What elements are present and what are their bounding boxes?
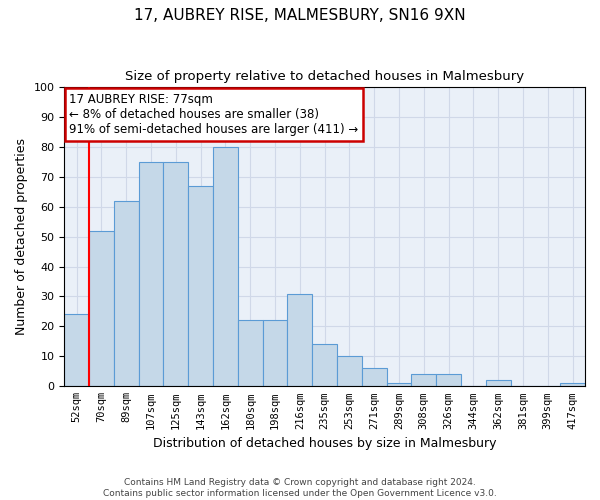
Bar: [163, 162, 188, 386]
Bar: [188, 186, 213, 386]
Bar: [89, 230, 114, 386]
Bar: [114, 200, 139, 386]
Bar: [560, 384, 585, 386]
Text: 17, AUBREY RISE, MALMESBURY, SN16 9XN: 17, AUBREY RISE, MALMESBURY, SN16 9XN: [134, 8, 466, 22]
Y-axis label: Number of detached properties: Number of detached properties: [15, 138, 28, 335]
Bar: [213, 147, 238, 386]
Bar: [486, 380, 511, 386]
X-axis label: Distribution of detached houses by size in Malmesbury: Distribution of detached houses by size …: [153, 437, 496, 450]
Text: 17 AUBREY RISE: 77sqm
← 8% of detached houses are smaller (38)
91% of semi-detac: 17 AUBREY RISE: 77sqm ← 8% of detached h…: [70, 93, 359, 136]
Bar: [238, 320, 263, 386]
Bar: [337, 356, 362, 386]
Bar: [312, 344, 337, 387]
Text: Contains HM Land Registry data © Crown copyright and database right 2024.
Contai: Contains HM Land Registry data © Crown c…: [103, 478, 497, 498]
Bar: [412, 374, 436, 386]
Bar: [263, 320, 287, 386]
Bar: [386, 384, 412, 386]
Bar: [139, 162, 163, 386]
Title: Size of property relative to detached houses in Malmesbury: Size of property relative to detached ho…: [125, 70, 524, 83]
Bar: [362, 368, 386, 386]
Bar: [436, 374, 461, 386]
Bar: [64, 314, 89, 386]
Bar: [287, 294, 312, 386]
